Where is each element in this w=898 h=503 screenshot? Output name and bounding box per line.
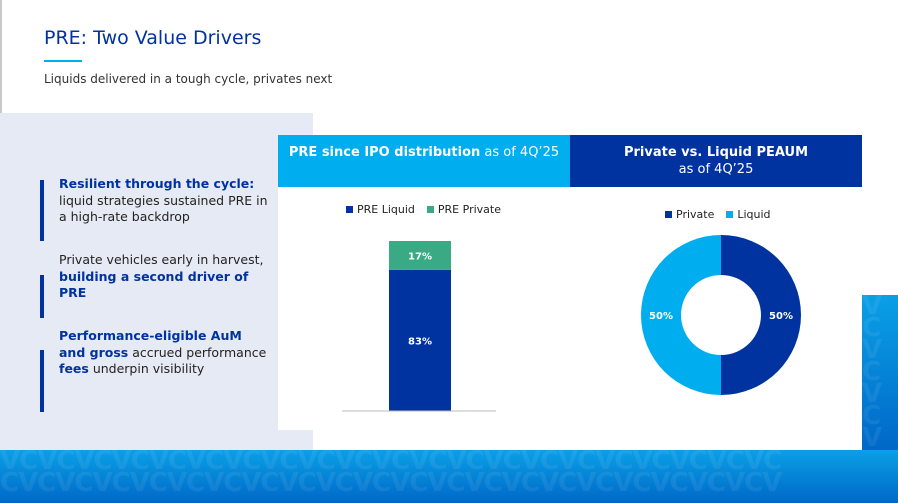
page-subtitle: Liquids delivered in a tough cycle, priv…: [44, 72, 333, 86]
donut-chart: 50% 50%: [641, 235, 801, 395]
highlights-panel: Resilient through the cycle: liquid stra…: [0, 113, 313, 450]
legend-pre-private: PRE Private: [426, 203, 501, 216]
data-label: 17%: [408, 251, 432, 262]
page-title: PRE: Two Value Drivers: [44, 27, 262, 49]
pattern-row: C: [862, 401, 881, 431]
data-label: 50%: [649, 311, 673, 322]
bullet-accent-bar: [40, 350, 44, 412]
data-label: 83%: [408, 336, 432, 347]
data-label: 50%: [769, 311, 793, 322]
pattern-row: V: [862, 295, 882, 321]
title-underline: [44, 60, 82, 62]
charts-card: PRE since IPO distribution as of 4Q’25 P…: [278, 135, 862, 430]
bar-segment-pre-private: [389, 241, 451, 270]
donut-chart-header: Private vs. Liquid PEAUM as of 4Q’25: [570, 135, 862, 187]
bullet-3: Performance-eligible AuM and gross accru…: [59, 328, 267, 376]
left-edge-line: [0, 0, 2, 115]
background-pattern: VCVCVCVCVCVCVCVCVCVCVCVCVCVCVCVCVCVCVCVC…: [0, 450, 898, 503]
bullet-accent-bar: [40, 275, 44, 318]
bar-segment-pre-liquid: [389, 269, 451, 411]
pattern-row: V: [862, 379, 882, 409]
pattern-row: C: [862, 313, 881, 343]
bullet-1: Resilient through the cycle: liquid stra…: [59, 176, 268, 224]
bullet-accent-bar: [40, 180, 44, 241]
pattern-row: V: [862, 423, 882, 450]
pattern-row: V: [862, 335, 882, 365]
donut-slice-liquid: [641, 235, 721, 395]
bar-chart-header: PRE since IPO distribution as of 4Q’25: [278, 135, 570, 187]
pattern-row: CVCVCVCVCVCVCVCVCVCVCVCVCVCVCVCVCVCVCVCV…: [0, 468, 782, 498]
bullet-2: Private vehicles early in harvest, build…: [59, 252, 264, 300]
donut-slice-private: [721, 235, 801, 395]
donut-legend: Private Liquid: [665, 208, 771, 221]
legend-private: Private: [665, 208, 714, 221]
legend-liquid: Liquid: [726, 208, 771, 221]
legend-pre-liquid: PRE Liquid: [346, 203, 415, 216]
pattern-row: C: [862, 357, 881, 387]
stacked-bar-chart: 83% 17%: [342, 241, 496, 412]
pattern-row: VCVCVCVCVCVCVCVCVCVCVCVCVCVCVCVCVCVCVCVC…: [0, 450, 782, 476]
bar-legend: PRE Liquid PRE Private: [346, 203, 501, 216]
